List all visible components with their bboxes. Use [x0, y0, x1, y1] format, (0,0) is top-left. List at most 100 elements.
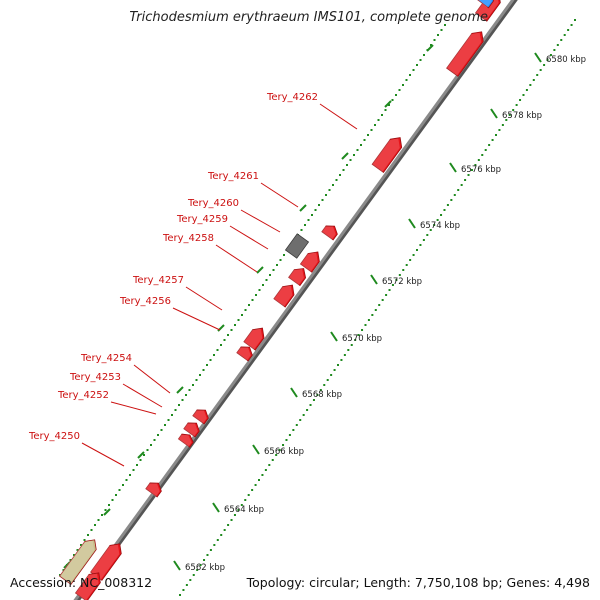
track-dot	[512, 109, 515, 111]
track-dot	[90, 529, 93, 531]
track-dot	[367, 134, 369, 136]
track-dot	[255, 294, 257, 296]
track-dot	[101, 514, 103, 516]
track-dot	[220, 344, 222, 346]
gene-leader-line	[229, 225, 269, 250]
track-dot	[248, 304, 250, 306]
track-dot	[515, 104, 518, 106]
track-dot	[443, 209, 446, 211]
track-dot	[416, 249, 418, 251]
track-dot	[185, 584, 188, 586]
track-dot	[556, 44, 559, 46]
gene-leader-line	[172, 307, 221, 331]
gene-feature	[177, 433, 194, 448]
gene-feature	[287, 268, 307, 287]
track-dot	[83, 539, 86, 541]
outer-tick	[426, 44, 434, 52]
gene-feature	[191, 409, 209, 425]
gene-highlight	[235, 347, 251, 361]
track-dot	[312, 399, 315, 401]
track-dot	[574, 19, 576, 21]
track-dot	[470, 169, 473, 171]
track-dot	[264, 469, 267, 471]
gene-label: Tery_4256	[119, 296, 171, 307]
track-dot	[199, 564, 202, 566]
track-dot	[258, 479, 260, 481]
track-dot	[423, 54, 425, 56]
track-dot	[529, 84, 532, 86]
track-dot	[349, 159, 352, 161]
track-dot	[196, 569, 199, 571]
track-dot	[62, 569, 65, 571]
gene-label-tery-4259: Tery_4259	[176, 214, 269, 250]
track-dot	[268, 464, 271, 466]
track-dot	[199, 374, 201, 376]
track-dot	[97, 519, 100, 521]
track-dot	[525, 89, 528, 91]
track-dot	[474, 164, 477, 166]
gene-feature	[182, 422, 200, 438]
track-dot	[405, 79, 408, 81]
track-dot	[104, 509, 107, 511]
track-dot	[213, 354, 215, 356]
gene-highlight	[371, 138, 400, 172]
track-dot	[409, 259, 412, 261]
track-dot	[188, 389, 191, 391]
track-dot	[240, 504, 243, 506]
track-dot	[381, 299, 384, 301]
gene-highlight	[89, 544, 120, 580]
track-dot	[347, 349, 350, 351]
gene-highlight	[191, 410, 207, 424]
gene-arrow	[243, 327, 265, 351]
track-dot	[567, 29, 570, 31]
track-dot	[241, 314, 243, 316]
track-dot	[339, 174, 341, 176]
track-dot	[381, 114, 383, 116]
scale-tick	[290, 387, 298, 398]
scale-tick	[173, 560, 181, 571]
track-dot	[354, 339, 357, 341]
track-dot	[402, 269, 405, 271]
track-dot	[457, 189, 460, 191]
scale-tick-label: 6580 kbp	[546, 55, 586, 65]
outer-tick	[137, 451, 145, 459]
gene-label: Tery_4254	[80, 353, 132, 364]
track-dot	[182, 589, 185, 591]
track-dot	[328, 189, 331, 191]
gene-arrow	[446, 31, 484, 77]
gene-highlight	[177, 434, 192, 448]
track-dot	[195, 379, 198, 381]
outer-tick	[176, 386, 184, 394]
gene-arrow	[183, 422, 200, 438]
outer-tick	[256, 266, 264, 274]
track-dot	[171, 414, 173, 416]
track-dot	[73, 554, 75, 556]
gene-feature	[144, 482, 162, 498]
gene-label: Tery_4253	[69, 372, 121, 383]
track-dot	[488, 144, 491, 146]
gene-leader-line	[122, 383, 163, 408]
gene-label: Tery_4261	[207, 171, 259, 182]
gene-feature	[235, 346, 253, 362]
gene-highlight	[59, 540, 95, 584]
track-dot	[549, 54, 552, 56]
track-dot	[157, 434, 159, 436]
gene-label-tery-4253: Tery_4253	[69, 372, 163, 408]
track-dot	[118, 489, 121, 491]
track-dot	[430, 44, 432, 46]
gene-feature-tan	[59, 539, 97, 585]
track-dot	[319, 389, 322, 391]
gene-label: Tery_4257	[132, 275, 184, 286]
track-dot	[333, 369, 336, 371]
track-dot	[307, 219, 310, 221]
track-dot	[316, 394, 319, 396]
gene-box	[284, 233, 310, 259]
track-dot	[247, 494, 250, 496]
track-dot	[164, 424, 166, 426]
track-dot	[323, 384, 326, 386]
gene-leader-line	[133, 364, 171, 394]
track-dot	[304, 224, 306, 226]
track-dot	[220, 534, 223, 536]
gene-highlight	[74, 573, 99, 600]
